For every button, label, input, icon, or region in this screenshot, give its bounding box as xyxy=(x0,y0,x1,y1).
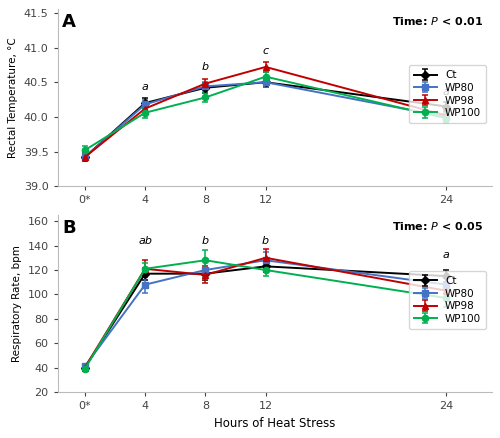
Text: a: a xyxy=(443,250,450,260)
X-axis label: Hours of Heat Stress: Hours of Heat Stress xyxy=(214,417,336,430)
Y-axis label: Rectal Temperature, °C: Rectal Temperature, °C xyxy=(8,38,18,158)
Text: Time: $\it{P}$ < 0.05: Time: $\it{P}$ < 0.05 xyxy=(392,220,483,233)
Text: b: b xyxy=(202,236,209,246)
Text: b: b xyxy=(202,63,209,73)
Text: Time: $\it{P}$ < 0.01: Time: $\it{P}$ < 0.01 xyxy=(392,14,483,27)
Text: a: a xyxy=(443,88,450,98)
Text: A: A xyxy=(62,13,76,31)
Text: ab: ab xyxy=(138,236,152,246)
Text: a: a xyxy=(142,82,148,92)
Text: B: B xyxy=(62,219,76,237)
Y-axis label: Respiratory Rate, bpm: Respiratory Rate, bpm xyxy=(12,245,22,362)
Text: c: c xyxy=(262,46,268,56)
Legend: Ct, WP80, WP98, WP100: Ct, WP80, WP98, WP100 xyxy=(408,271,486,329)
Legend: Ct, WP80, WP98, WP100: Ct, WP80, WP98, WP100 xyxy=(408,65,486,124)
Text: b: b xyxy=(262,236,269,246)
